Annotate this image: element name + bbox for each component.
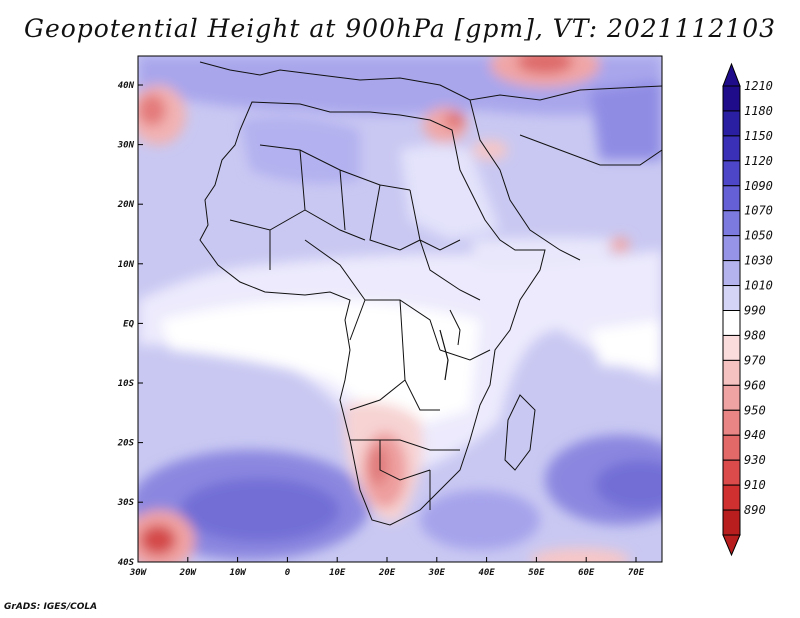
colorbar-label: 1030 xyxy=(744,254,773,268)
colorbar-swatch xyxy=(722,334,741,361)
colorbar-label: 1090 xyxy=(744,179,773,193)
lon-tick-label: 10E xyxy=(329,568,346,578)
colorbar-swatch xyxy=(722,260,741,287)
colorbar-swatch xyxy=(722,409,741,436)
colorbar-label: 980 xyxy=(744,328,766,342)
lon-tick-label: 70E xyxy=(628,568,645,578)
longitude-axis: 30W 20W 10W 0 10E 20E 30E 40E 50E 60E 70E xyxy=(129,557,645,578)
colorbar-bottom-arrow xyxy=(722,534,741,557)
colorbar-swatch xyxy=(722,459,741,486)
lat-tick-label: 10N xyxy=(118,260,135,270)
colorbar-label: 1120 xyxy=(744,154,773,168)
lat-tick-label: 30N xyxy=(117,141,135,151)
colorbar-swatch xyxy=(722,384,741,411)
colorbar-swatch xyxy=(722,160,741,187)
colorbar-label: 1070 xyxy=(744,204,773,218)
lat-tick-label: 20N xyxy=(117,200,135,210)
colorbar-swatch xyxy=(722,484,741,511)
lon-tick-label: 60E xyxy=(578,568,595,578)
lat-tick-label: 40S xyxy=(118,558,135,568)
colorbar-top-arrow xyxy=(722,62,741,87)
colorbar: 1210 1180 1150 1120 1090 1070 1050 1030 1010 990 9… xyxy=(722,62,773,557)
lon-tick-label: 0 xyxy=(285,568,291,578)
colorbar-label: 910 xyxy=(744,478,766,492)
colorbar-swatch xyxy=(722,310,741,336)
colorbar-swatch xyxy=(722,509,741,536)
colorbar-label: 970 xyxy=(744,353,766,367)
colorbar-swatch xyxy=(722,434,741,461)
lon-tick-label: 20W xyxy=(179,568,198,578)
colorbar-swatch xyxy=(722,110,741,137)
colorbar-label: 1010 xyxy=(744,279,773,293)
lat-tick-label: EQ xyxy=(123,319,134,329)
latitude-axis: 40N 30N 20N 10N EQ 10S 20S 30S 40S xyxy=(117,81,143,568)
colorbar-label: 940 xyxy=(744,428,766,442)
colorbar-label: 960 xyxy=(744,378,766,392)
colorbar-label: 1050 xyxy=(744,229,773,243)
colorbar-swatch xyxy=(722,85,741,112)
lon-tick-label: 30E xyxy=(428,568,446,578)
colorbar-swatch xyxy=(722,359,741,386)
colorbar-swatch xyxy=(722,135,741,162)
lon-tick-label: 30W xyxy=(129,568,148,578)
colorbar-label: 1180 xyxy=(744,104,773,118)
height-field xyxy=(138,56,662,562)
lon-tick-label: 10W xyxy=(229,568,247,578)
colorbar-swatch xyxy=(722,210,741,237)
coastlines xyxy=(199,61,662,526)
lat-tick-label: 40N xyxy=(118,81,135,91)
footer-credit: GrADS: IGES/COLA xyxy=(4,602,98,612)
colorbar-swatch xyxy=(722,285,741,311)
colorbar-swatch xyxy=(722,235,741,262)
lon-tick-label: 20E xyxy=(378,568,396,578)
lat-tick-label: 30S xyxy=(117,498,135,508)
lon-tick-label: 50E xyxy=(528,568,545,578)
lat-tick-label: 20S xyxy=(117,439,135,449)
lon-tick-label: 40E xyxy=(478,568,495,578)
chart-title: Geopotential Height at 900hPa [gpm], VT:… xyxy=(23,14,777,43)
colorbar-label: 890 xyxy=(744,503,766,517)
colorbar-label: 1210 xyxy=(744,79,773,93)
colorbar-swatch xyxy=(722,185,741,212)
colorbar-label: 950 xyxy=(744,403,766,417)
map-frame xyxy=(137,55,663,563)
colorbar-label: 990 xyxy=(744,304,766,318)
colorbar-label: 930 xyxy=(744,453,766,467)
colorbar-label: 1150 xyxy=(744,129,773,143)
lat-tick-label: 10S xyxy=(118,379,135,389)
